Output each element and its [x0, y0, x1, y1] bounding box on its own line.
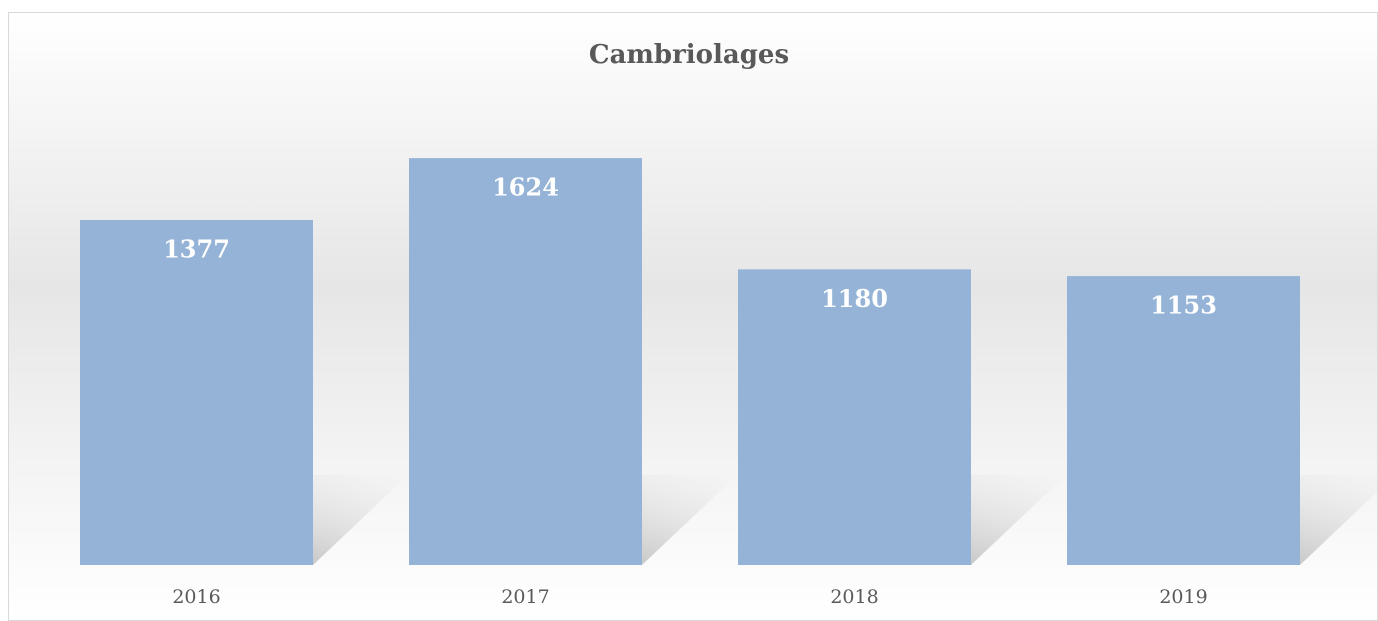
data-label: 1153	[1150, 291, 1217, 320]
bar	[738, 269, 971, 565]
data-label: 1180	[821, 284, 888, 313]
x-tick-label: 2018	[830, 586, 878, 608]
x-tick-label: 2016	[172, 586, 220, 608]
data-label: 1624	[492, 173, 559, 202]
x-tick-label: 2019	[1159, 586, 1207, 608]
bar	[80, 219, 313, 566]
x-tick-label: 2017	[501, 586, 549, 608]
bar	[1067, 276, 1300, 565]
data-label: 1377	[163, 234, 230, 263]
chart-title: Cambriolages	[589, 40, 789, 70]
bar	[409, 158, 642, 565]
